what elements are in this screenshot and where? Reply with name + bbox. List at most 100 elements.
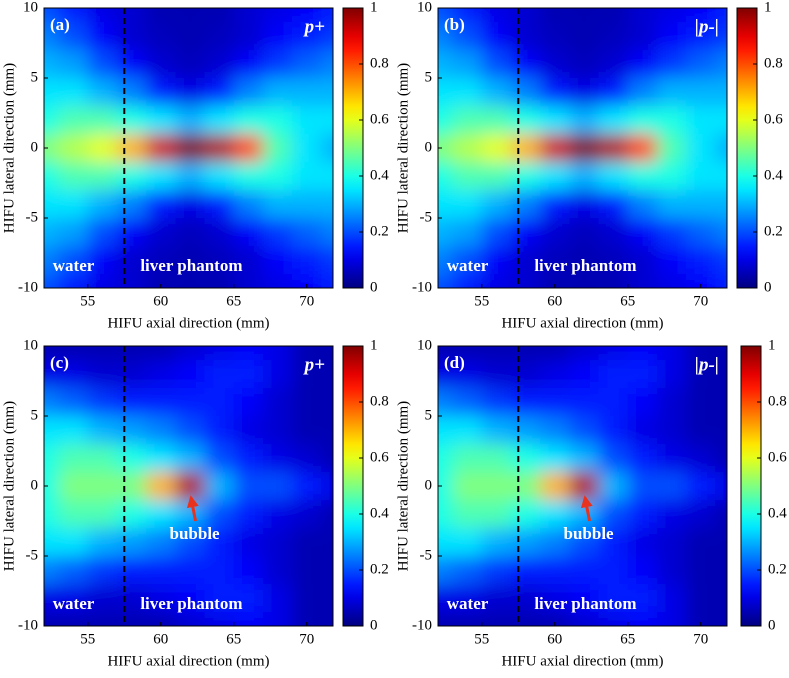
heatmap-cell — [116, 8, 147, 23]
heatmap-cell — [686, 218, 716, 247]
heatmap-cell — [510, 274, 541, 288]
heatmap-cell — [438, 444, 454, 473]
heatmap-cell — [510, 50, 541, 79]
heatmap-cell — [204, 472, 235, 501]
heatmap-cell — [44, 162, 60, 191]
heatmap-cell — [686, 556, 716, 585]
plot-area — [44, 8, 333, 288]
heatmap-cell — [569, 274, 600, 288]
y-tick-label: 10 — [23, 0, 38, 15]
heatmap-cell — [292, 106, 322, 135]
y-tick-label: 0 — [425, 139, 433, 155]
heatmap-cell — [438, 556, 454, 585]
heatmap-cell — [204, 346, 235, 361]
heatmap-cell — [292, 584, 322, 613]
heatmap-cell — [627, 274, 658, 288]
heatmap-cell — [438, 190, 454, 219]
heatmap-cell — [175, 106, 206, 135]
y-tick-label: 5 — [425, 407, 433, 423]
heatmap-cell — [87, 106, 118, 135]
x-tick-label: 65 — [226, 293, 241, 309]
heatmap-cell — [233, 246, 264, 275]
annotation: liver phantom — [534, 256, 636, 275]
heatmap-cell — [715, 134, 727, 163]
heatmap-cell — [44, 556, 60, 585]
heatmap-cell — [569, 162, 600, 191]
heatmap-cell — [715, 444, 727, 473]
heatmap-cell — [627, 500, 658, 529]
heatmap-cell — [262, 388, 293, 417]
heatmap-cell — [481, 162, 512, 191]
heatmap-cell — [146, 162, 176, 191]
heatmap-cell — [481, 218, 512, 247]
heatmap-cell — [175, 612, 206, 626]
heatmap-cell — [598, 162, 629, 191]
heatmap-cell — [87, 8, 118, 23]
heatmap-cell — [686, 388, 716, 417]
heatmap-cell — [44, 528, 60, 557]
heatmap-cell — [656, 528, 687, 557]
heatmap-cell — [598, 388, 629, 417]
heatmap-cell — [598, 246, 629, 275]
heatmap-cell — [438, 106, 454, 135]
heatmap-cell — [438, 50, 454, 79]
colorbar — [342, 345, 364, 627]
x-tick-label: 65 — [226, 631, 241, 647]
heatmap-cell — [146, 106, 176, 135]
x-tick-label: 70 — [299, 631, 314, 647]
heatmap-cell — [598, 416, 629, 445]
heatmap-cell — [87, 218, 118, 247]
heatmap-cell — [715, 218, 727, 247]
heatmap-cell — [292, 218, 322, 247]
heatmap-cell — [44, 8, 60, 23]
heatmap-cell — [87, 274, 118, 288]
heatmap-cell — [481, 528, 512, 557]
y-tick-label: 10 — [23, 337, 38, 353]
heatmap-cell — [715, 472, 727, 501]
heatmap-cell — [44, 584, 60, 613]
heatmap-cell — [175, 444, 206, 473]
heatmap-cell — [627, 78, 658, 107]
heatmap-cell — [540, 500, 570, 529]
heatmap-cell — [292, 528, 322, 557]
y-tick-label: -5 — [420, 209, 433, 225]
heatmap-cell — [438, 388, 454, 417]
heatmap-cell — [598, 218, 629, 247]
heatmap-cell — [58, 246, 89, 275]
heatmap-cell — [87, 134, 118, 163]
colorbar-tick-label: 0.4 — [370, 167, 389, 183]
heatmap-cell — [262, 190, 293, 219]
heatmap-cell — [540, 584, 570, 613]
heatmap-cell — [233, 106, 264, 135]
y-axis-label: HIFU lateral direction (mm) — [395, 401, 411, 571]
heatmap-cell — [510, 472, 541, 501]
heatmap-cell — [87, 22, 118, 51]
heatmap-cell — [481, 346, 512, 361]
heatmap-cell — [321, 190, 333, 219]
heatmap-cell — [58, 346, 89, 361]
annotation: bubble — [170, 524, 221, 543]
colorbar-tick-label: 1 — [768, 337, 776, 353]
y-tick-label: -10 — [18, 279, 38, 295]
heatmap-cell — [116, 556, 147, 585]
heatmap-cell — [175, 388, 206, 417]
heatmap-cell — [598, 134, 629, 163]
heatmap-cell — [438, 78, 454, 107]
heatmap-cell — [510, 218, 541, 247]
colorbar-tick-label: 0.4 — [764, 167, 783, 183]
heatmap-cell — [262, 360, 293, 389]
heatmap-cell — [233, 274, 264, 288]
heatmap-cell — [116, 106, 147, 135]
heatmap-cell — [292, 416, 322, 445]
heatmap-cell — [146, 500, 176, 529]
heatmap-cell — [656, 162, 687, 191]
annotation: water — [53, 256, 95, 275]
heatmap-cell — [87, 50, 118, 79]
heatmap-cell — [262, 500, 293, 529]
heatmap-cell — [569, 346, 600, 361]
heatmap-cell — [510, 612, 541, 626]
heatmap-cell — [58, 416, 89, 445]
heatmap-cell — [686, 22, 716, 51]
heatmap-cell — [233, 612, 264, 626]
